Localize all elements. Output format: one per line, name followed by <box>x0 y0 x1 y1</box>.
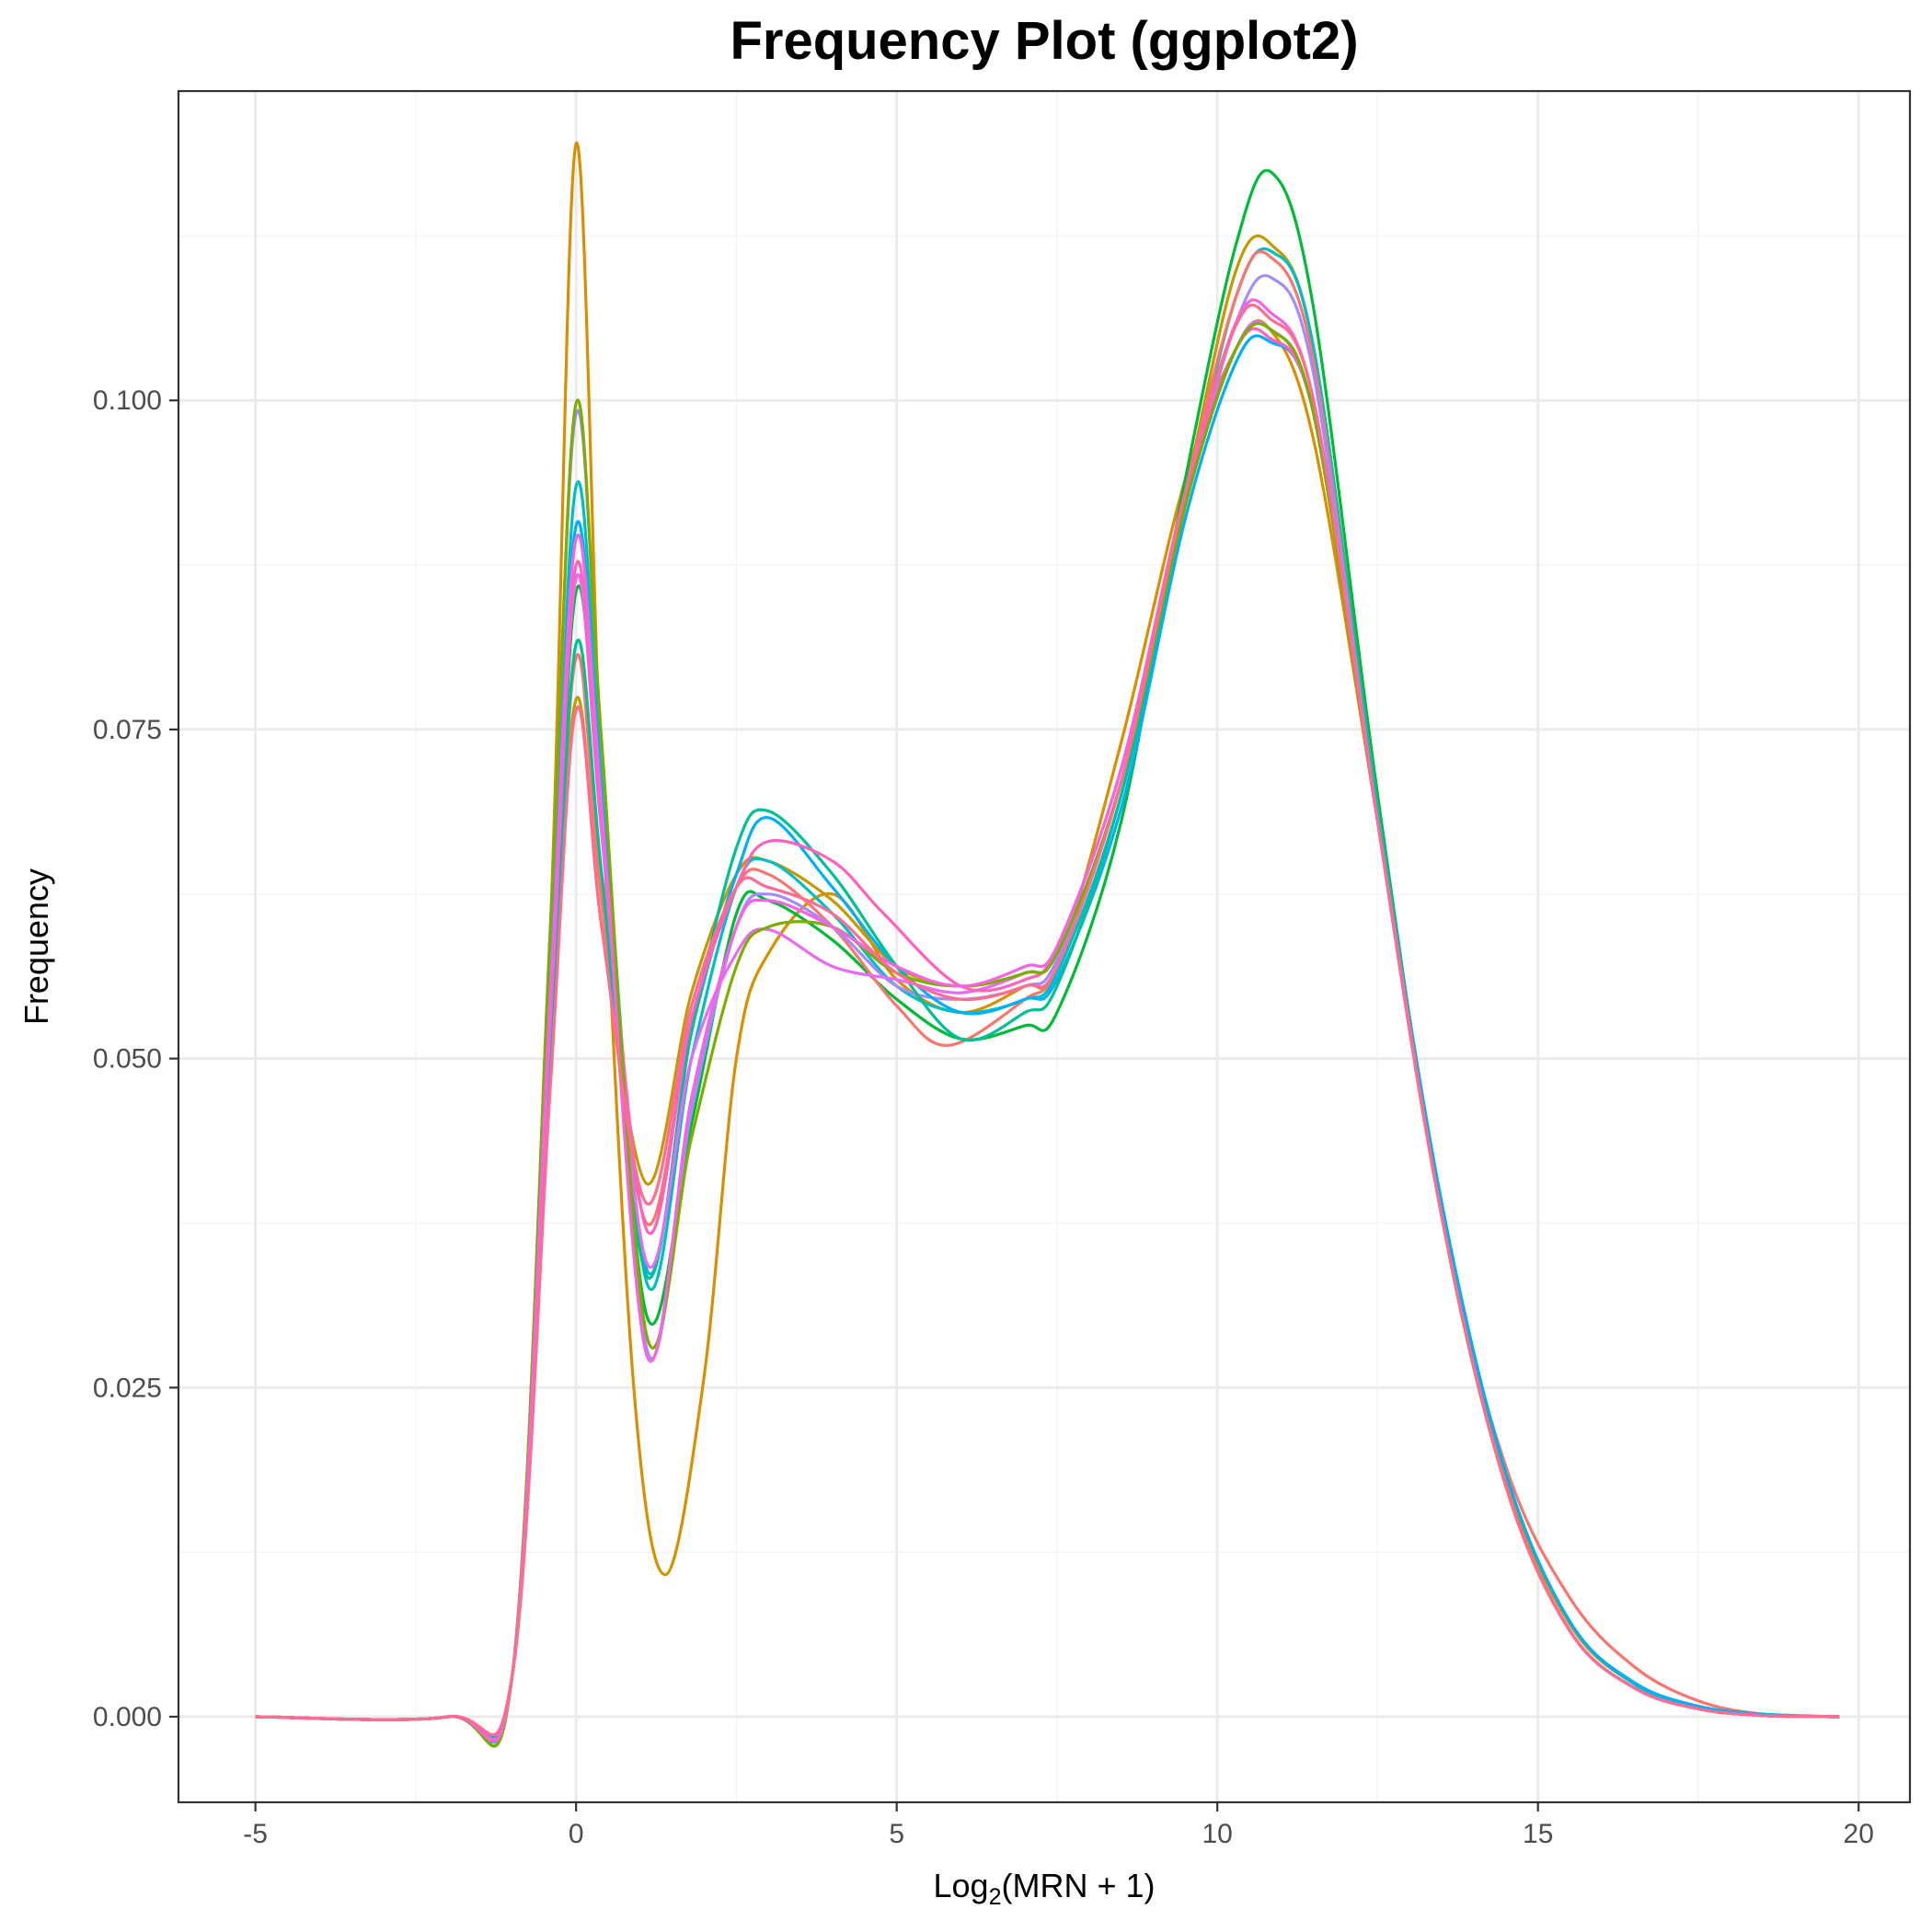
y-tick-label: 0.000 <box>93 1702 162 1732</box>
x-axis-ticks: -5 0 5 10 15 20 <box>243 1802 1874 1849</box>
y-tick-label: 0.075 <box>93 715 162 745</box>
chart-title: Frequency Plot (ggplot2) <box>730 11 1358 71</box>
x-axis-title-base: Log <box>934 1867 989 1904</box>
x-axis-title-subscript: 2 <box>989 1884 1002 1910</box>
x-tick-label: -5 <box>243 1819 268 1849</box>
x-tick-label: 20 <box>1844 1819 1874 1849</box>
x-tick-label: 10 <box>1202 1819 1233 1849</box>
major-gridlines <box>178 91 1910 1802</box>
panel-border <box>177 89 1912 1804</box>
y-tick-label: 0.025 <box>93 1373 162 1403</box>
x-tick-label: 5 <box>889 1819 904 1849</box>
y-tick-label: 0.050 <box>93 1044 162 1075</box>
x-tick-label: 15 <box>1523 1819 1553 1849</box>
x-axis-title: Log2(MRN + 1) <box>934 1867 1156 1910</box>
x-tick-label: 0 <box>569 1819 584 1849</box>
y-axis-title: Frequency <box>17 868 55 1025</box>
density-series <box>255 142 1840 1748</box>
minor-gridlines <box>178 91 1910 1802</box>
x-axis-title-rest: (MRN + 1) <box>1001 1867 1155 1904</box>
y-tick-label: 0.100 <box>93 385 162 416</box>
density-line-13 <box>255 304 1840 1737</box>
y-axis-ticks: 0.000 0.025 0.050 0.075 0.100 <box>93 385 178 1732</box>
